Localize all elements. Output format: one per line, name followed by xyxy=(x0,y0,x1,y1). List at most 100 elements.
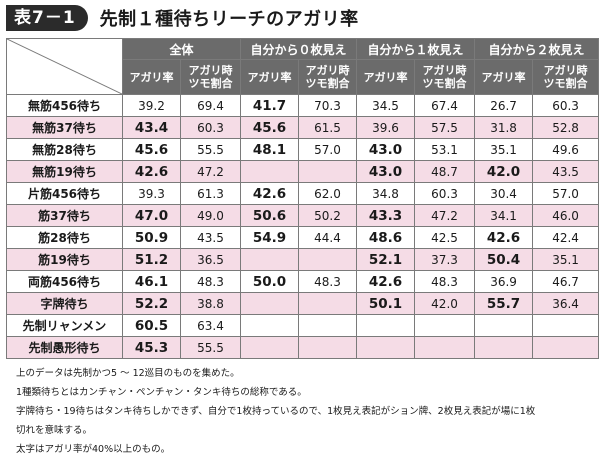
tsumo-ratio-cell: 61.5 xyxy=(298,116,358,139)
tsumo-ratio-cell: 69.4 xyxy=(179,94,242,117)
win-rate-cell: 36.9 xyxy=(474,270,534,293)
win-rate-cell xyxy=(356,314,416,337)
tsumo-ratio-cell: 57.0 xyxy=(298,138,358,161)
note-line: 上のデータは先制かつ5 〜 12巡目のものを集めた。 xyxy=(16,368,240,379)
table-row: 先制リャンメン 60.5 63.4 xyxy=(6,314,600,337)
win-rate-cell: 34.5 xyxy=(356,94,416,117)
win-rate-cell xyxy=(240,160,300,183)
tsumo-ratio-cell xyxy=(532,336,600,359)
tsumo-ratio-cell: 48.3 xyxy=(298,270,358,293)
win-rate-cell xyxy=(356,336,416,359)
row-label: 片筋456待ち xyxy=(6,182,123,205)
group-header-zero-seen: 自分から０枚見え xyxy=(240,38,358,60)
tsumo-ratio-cell: 47.2 xyxy=(414,204,476,227)
tsumo-ratio-cell xyxy=(298,160,358,183)
tsumo-ratio-cell: 70.3 xyxy=(298,94,358,117)
row-label: 無筋19待ち xyxy=(6,160,123,183)
win-rate-cell: 48.1 xyxy=(240,138,300,161)
tsumo-ratio-cell xyxy=(532,314,600,337)
subheader-tsumo-ratio: アガリ時 ツモ割合 xyxy=(532,59,600,95)
row-label: 字牌待ち xyxy=(6,292,123,315)
win-rate-cell xyxy=(240,336,300,359)
tsumo-ratio-cell xyxy=(414,314,476,337)
group-header-one-seen: 自分から１枚見え xyxy=(356,38,476,60)
tsumo-ratio-cell: 49.0 xyxy=(179,204,242,227)
tsumo-ratio-cell: 62.0 xyxy=(298,182,358,205)
tsumo-ratio-cell: 38.8 xyxy=(179,292,242,315)
win-rate-table: 全体 自分から０枚見え 自分から１枚見え 自分から２枚見え アガリ率 アガリ時 ツモ… xyxy=(6,38,600,359)
subheader-line: アガリ時 xyxy=(543,64,588,77)
tsumo-ratio-cell: 60.3 xyxy=(414,182,476,205)
win-rate-cell: 34.8 xyxy=(356,182,416,205)
tsumo-ratio-cell: 63.4 xyxy=(179,314,242,337)
tsumo-ratio-cell: 43.5 xyxy=(532,160,600,183)
win-rate-cell: 50.4 xyxy=(474,248,534,271)
subheader-tsumo-ratio: アガリ時 ツモ割合 xyxy=(298,59,358,95)
tsumo-ratio-cell: 55.5 xyxy=(179,138,242,161)
tsumo-ratio-cell: 52.8 xyxy=(532,116,600,139)
win-rate-cell: 30.4 xyxy=(474,182,534,205)
tsumo-ratio-cell: 47.2 xyxy=(179,160,242,183)
win-rate-cell: 50.9 xyxy=(122,226,181,249)
tsumo-ratio-cell: 50.2 xyxy=(298,204,358,227)
table-row: 片筋456待ち 39.3 61.3 42.6 62.0 34.8 60.3 30.4 57.0 xyxy=(6,182,600,205)
row-label: 無筋28待ち xyxy=(6,138,123,161)
win-rate-cell: 43.0 xyxy=(356,160,416,183)
tsumo-ratio-cell: 44.4 xyxy=(298,226,358,249)
subheader-win-rate: アガリ率 xyxy=(240,59,300,95)
group-header-two-seen: 自分から２枚見え xyxy=(474,38,600,60)
row-label: 先制愚形待ち xyxy=(6,336,123,359)
subheader-win-rate: アガリ率 xyxy=(122,59,181,95)
tsumo-ratio-cell: 42.4 xyxy=(532,226,600,249)
win-rate-cell: 48.6 xyxy=(356,226,416,249)
table-number-badge: 表7－1 xyxy=(6,5,88,31)
tsumo-ratio-cell: 42.5 xyxy=(414,226,476,249)
note-line: 切れを意味する。 xyxy=(16,425,93,436)
group-header-overall: 全体 xyxy=(121,38,242,60)
tsumo-ratio-cell: 36.5 xyxy=(179,248,242,271)
tsumo-ratio-cell xyxy=(414,336,476,359)
subheader-win-rate: アガリ率 xyxy=(356,59,416,95)
tsumo-ratio-cell: 60.3 xyxy=(179,116,242,139)
tsumo-ratio-cell: 48.7 xyxy=(414,160,476,183)
subheader-tsumo-ratio: アガリ時 ツモ割合 xyxy=(179,59,242,95)
win-rate-cell: 54.9 xyxy=(240,226,300,249)
tsumo-ratio-cell: 53.1 xyxy=(414,138,476,161)
win-rate-cell: 42.6 xyxy=(240,182,300,205)
tsumo-ratio-cell: 48.3 xyxy=(414,270,476,293)
row-label: 無筋456待ち xyxy=(6,94,123,117)
corner-cell xyxy=(6,38,123,95)
win-rate-cell xyxy=(240,292,300,315)
win-rate-cell: 51.2 xyxy=(122,248,181,271)
table-row: 筋37待ち 47.0 49.0 50.6 50.2 43.3 47.2 34.1 46.0 xyxy=(6,204,600,227)
win-rate-cell: 60.5 xyxy=(122,314,181,337)
tsumo-ratio-cell: 37.3 xyxy=(414,248,476,271)
win-rate-cell: 45.6 xyxy=(122,138,181,161)
table-title: 先制１種待ちリーチのアガリ率 xyxy=(99,9,359,30)
subheader-line: アガリ率 xyxy=(129,70,174,84)
table-row: 無筋19待ち 42.6 47.2 43.0 48.7 42.0 43.5 xyxy=(6,160,600,183)
win-rate-cell: 46.1 xyxy=(122,270,181,293)
tsumo-ratio-cell: 57.5 xyxy=(414,116,476,139)
row-label: 両筋456待ち xyxy=(6,270,123,293)
subheader-line: ツモ割合 xyxy=(422,77,467,90)
win-rate-cell: 50.1 xyxy=(356,292,416,315)
win-rate-cell xyxy=(474,314,534,337)
row-label: 無筋37待ち xyxy=(6,116,123,139)
subheader-line: ツモ割合 xyxy=(188,77,233,90)
subheader-line: アガリ率 xyxy=(363,70,408,84)
figure-header: 表7－1 先制１種待ちリーチのアガリ率 xyxy=(6,5,359,31)
win-rate-cell: 39.2 xyxy=(122,94,181,117)
subheader-line: アガリ時 xyxy=(422,64,467,77)
table-row: 筋19待ち 51.2 36.5 52.1 37.3 50.4 35.1 xyxy=(6,248,600,271)
win-rate-cell xyxy=(240,248,300,271)
tsumo-ratio-cell xyxy=(298,292,358,315)
tsumo-ratio-cell: 36.4 xyxy=(532,292,600,315)
win-rate-cell: 45.6 xyxy=(240,116,300,139)
tsumo-ratio-cell: 43.5 xyxy=(179,226,242,249)
win-rate-cell: 45.3 xyxy=(122,336,181,359)
row-label: 筋19待ち xyxy=(6,248,123,271)
win-rate-cell: 43.3 xyxy=(356,204,416,227)
tsumo-ratio-cell: 48.3 xyxy=(179,270,242,293)
subheader-line: ツモ割合 xyxy=(543,77,588,90)
